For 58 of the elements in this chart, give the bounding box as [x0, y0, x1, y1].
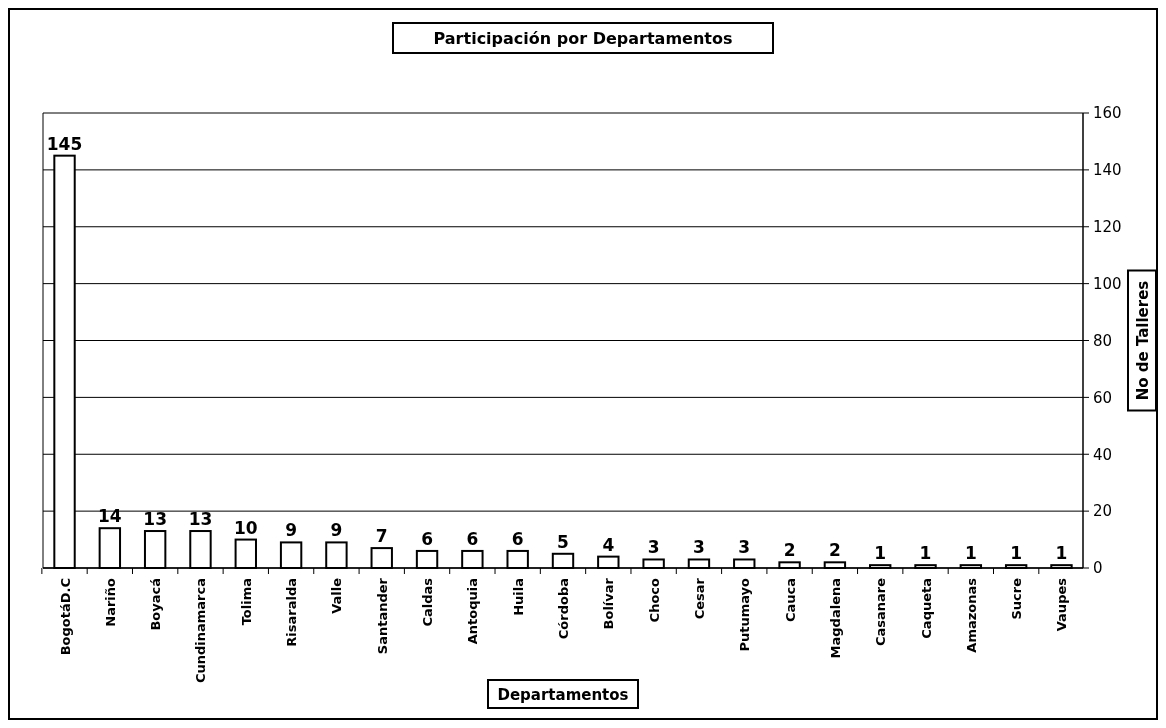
y-tick-label: 120 [1093, 218, 1122, 236]
y-tick-label: 140 [1093, 161, 1122, 180]
x-tick-label: Antoquia [465, 578, 481, 645]
x-tick-label: BogotáD.C [57, 578, 73, 656]
data-label: 1 [919, 543, 932, 564]
x-tick-label: Caldas [420, 577, 436, 627]
x-tick-label: Sucre [1009, 577, 1025, 620]
x-tick-label: Choco [646, 577, 662, 623]
data-label: 14 [98, 506, 122, 527]
data-label: 6 [466, 528, 479, 549]
data-label: 1 [1010, 543, 1023, 564]
data-label: 6 [421, 528, 433, 549]
x-tick-label: Bolívar [601, 577, 617, 630]
x-tick-label: Huila [510, 578, 526, 616]
data-label: 1 [964, 543, 977, 564]
data-label: 13 [143, 509, 167, 530]
x-tick-label: Cauca [782, 578, 798, 623]
y-tick-label: 160 [1093, 104, 1122, 123]
y-tick-label: 0 [1093, 559, 1103, 578]
x-tick-label: Tolima [238, 578, 254, 626]
y-axis-title: No de Talleres [1134, 280, 1152, 401]
data-label: 3 [647, 537, 660, 558]
x-tick-label: Putumayo [737, 577, 753, 652]
x-tick-label: Magdalena [827, 578, 843, 659]
data-label: 10 [233, 517, 258, 538]
data-label: 2 [783, 540, 796, 561]
data-label: 6 [511, 528, 524, 549]
x-tick-label: Casanare [873, 577, 889, 647]
x-tick-label: Córdoba [556, 578, 571, 640]
x-axis-title: Departamentos [497, 686, 629, 704]
x-tick-label: Vaupes [1054, 577, 1070, 632]
y-tick-label: 100 [1093, 274, 1122, 293]
x-tick-label: Amazonas [963, 577, 979, 653]
chart-title: Participación por Departamentos [433, 29, 733, 48]
data-label: 7 [375, 526, 388, 547]
y-tick-label: 40 [1093, 445, 1113, 464]
data-label: 4 [602, 534, 615, 555]
y-tick-label: 20 [1093, 502, 1113, 521]
data-label: 9 [330, 520, 343, 541]
x-tick-label: Risaralda [284, 578, 300, 647]
data-label: 13 [188, 509, 213, 530]
data-label: 5 [557, 531, 569, 552]
x-tick-label: Cundinamarca [193, 578, 209, 684]
y-tick-label: 80 [1093, 331, 1113, 350]
x-tick-label: Caqueta [918, 578, 934, 639]
data-label: 1 [1055, 543, 1068, 564]
y-tick-label: 60 [1093, 388, 1113, 407]
data-label: 145 [46, 133, 83, 154]
x-tick-label: Nariño [102, 577, 118, 627]
x-tick-label: Valle [329, 577, 345, 614]
data-label: 3 [738, 537, 751, 558]
x-tick-label: Cesar [691, 577, 707, 620]
x-tick-label: Boyacá [148, 578, 164, 631]
data-label: 1 [874, 543, 887, 564]
data-label: 9 [285, 520, 298, 541]
data-label: 3 [693, 537, 705, 558]
data-label: 2 [828, 540, 841, 561]
x-tick-label: Santander [374, 577, 390, 655]
